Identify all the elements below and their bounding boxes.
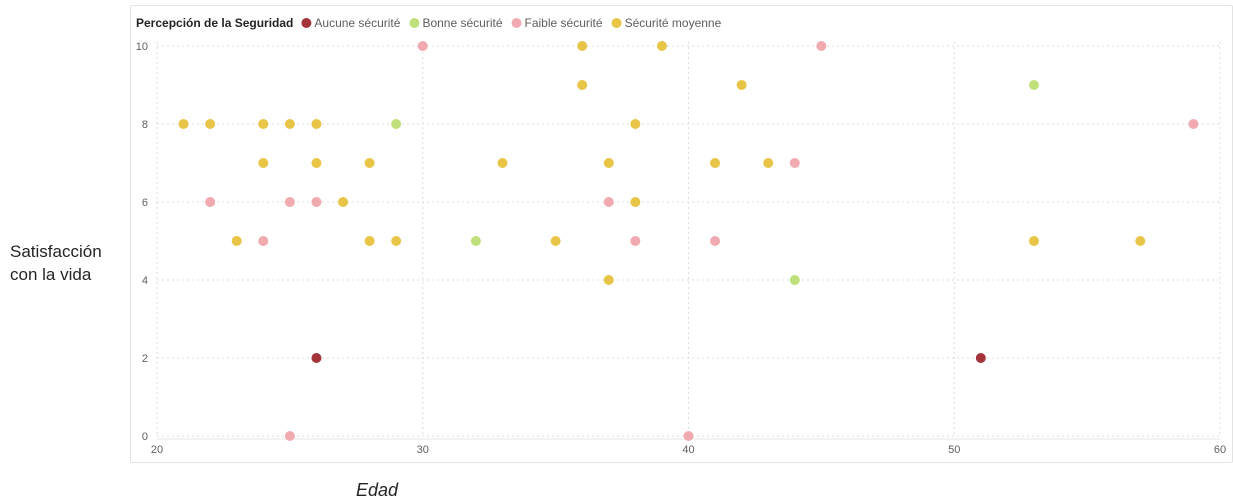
data-point — [577, 80, 588, 90]
data-point — [391, 236, 402, 246]
y-tick-label: 10 — [136, 41, 148, 53]
y-axis-label-line-1: Satisfacción — [10, 242, 102, 261]
data-point — [603, 158, 614, 168]
data-point — [311, 158, 322, 168]
y-tick-label: 0 — [142, 431, 148, 443]
data-point — [258, 158, 269, 168]
x-tick-label: 20 — [151, 444, 163, 456]
data-point — [178, 119, 189, 129]
legend-entry: Aucune sécurité — [314, 16, 400, 30]
data-point — [417, 41, 428, 51]
legend-marker — [409, 18, 420, 28]
data-point — [1028, 80, 1039, 90]
data-point — [311, 119, 322, 129]
data-point — [789, 158, 800, 168]
data-point — [630, 236, 641, 246]
legend-marker — [511, 18, 522, 28]
legend-marker — [611, 18, 622, 28]
data-point — [1028, 236, 1039, 246]
data-point — [364, 236, 375, 246]
data-point — [284, 431, 295, 441]
data-point — [656, 41, 667, 51]
data-point — [603, 275, 614, 285]
y-tick-label: 8 — [142, 119, 148, 131]
y-axis-label: Satisfacción con la vida — [10, 240, 102, 286]
legend-marker — [301, 18, 312, 28]
x-axis-label: Edad — [356, 480, 399, 500]
data-point — [630, 119, 641, 129]
data-point — [391, 119, 402, 129]
data-point — [736, 80, 747, 90]
legend-title: Percepción de la Seguridad — [136, 16, 293, 30]
y-tick-label: 6 — [142, 197, 148, 209]
data-point — [763, 158, 774, 168]
data-point — [630, 197, 641, 207]
data-point — [789, 275, 800, 285]
y-axis-label-line-2: con la vida — [10, 265, 92, 284]
data-point — [258, 236, 269, 246]
data-point — [603, 197, 614, 207]
x-tick-label: 60 — [1214, 444, 1226, 456]
data-point — [284, 119, 295, 129]
legend-entry: Bonne sécurité — [422, 16, 502, 30]
legend-entry: Faible sécurité — [525, 16, 603, 30]
data-point — [205, 197, 216, 207]
data-point — [497, 158, 508, 168]
data-point — [1135, 236, 1146, 246]
data-point — [364, 158, 375, 168]
data-point — [816, 41, 827, 51]
data-point — [975, 353, 986, 363]
data-point — [683, 431, 694, 441]
data-point — [231, 236, 242, 246]
data-point — [205, 119, 216, 129]
x-tick-label: 40 — [682, 444, 694, 456]
data-point — [284, 197, 295, 207]
y-tick-label: 4 — [142, 275, 148, 287]
data-point — [550, 236, 561, 246]
data-point — [470, 236, 481, 246]
data-point — [258, 119, 269, 129]
legend-entry: Sécurité moyenne — [625, 16, 722, 30]
data-point — [311, 197, 322, 207]
data-point — [1188, 119, 1199, 129]
y-tick-label: 2 — [142, 353, 148, 365]
data-point — [311, 353, 322, 363]
x-tick-label: 30 — [417, 444, 429, 456]
data-point — [710, 236, 721, 246]
data-point — [577, 41, 588, 51]
x-tick-label: 50 — [948, 444, 960, 456]
data-point — [338, 197, 349, 207]
data-point — [710, 158, 721, 168]
